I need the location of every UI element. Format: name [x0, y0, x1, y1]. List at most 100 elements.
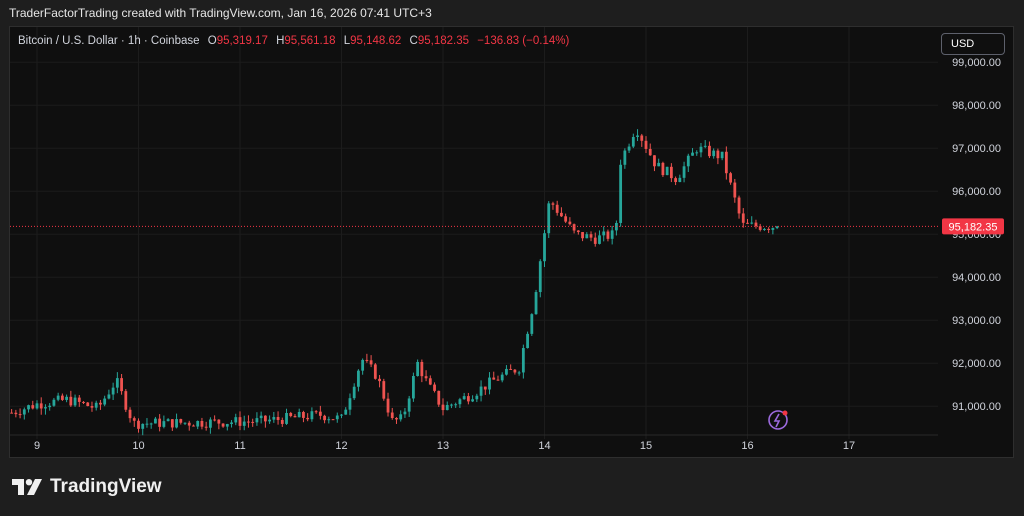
candle-body [724, 151, 728, 174]
candle-body [483, 386, 487, 390]
candle-body [289, 412, 293, 417]
candle-body [365, 359, 369, 361]
candle-body [568, 221, 572, 225]
candle-body [94, 402, 98, 408]
candle-body [14, 412, 18, 415]
candle-body [280, 419, 284, 424]
candle-body [733, 182, 737, 198]
candle-body [115, 378, 119, 388]
close-label: C [409, 35, 418, 47]
candle-body [403, 411, 407, 415]
candle-body [175, 419, 178, 428]
x-tick-label: 15 [640, 440, 652, 452]
candle-body [576, 230, 580, 233]
chart-frame[interactable]: 91,000.00 92,000.00 93,000.00 94,000.00 95,0… [9, 26, 1014, 458]
candle-body [162, 421, 166, 427]
candle-body [505, 368, 508, 375]
candle-body [154, 418, 157, 424]
candle-body [631, 137, 635, 147]
candle-body [335, 415, 339, 420]
candle-body [496, 379, 500, 381]
change-value: −136.83 (−0.14%) [477, 35, 570, 47]
y-tick-label: 94,000.00 [952, 272, 1001, 284]
candle-body [411, 376, 415, 399]
candle-body [395, 418, 398, 420]
candle-body [145, 423, 149, 425]
candle-body [653, 155, 656, 167]
candle-body [103, 398, 107, 405]
candle-body [285, 412, 288, 424]
candle-body [149, 423, 153, 425]
candle-body [382, 381, 386, 399]
candle-body [82, 401, 85, 403]
candle-body [538, 261, 542, 293]
candle-body [678, 177, 682, 183]
currency-button[interactable]: USD [941, 33, 1005, 55]
candle-body [564, 216, 568, 222]
candle-body [513, 369, 517, 373]
candle-body [221, 423, 225, 427]
candle-body [60, 395, 64, 400]
candle-body [373, 364, 377, 379]
candle-body [238, 417, 242, 426]
candle-body [39, 403, 43, 409]
candle-body [428, 378, 432, 385]
candle-body [445, 404, 449, 411]
y-tick-label: 96,000.00 [952, 186, 1001, 198]
candle-body [454, 404, 458, 406]
candle-body [741, 213, 745, 223]
y-tick-label: 99,000.00 [952, 57, 1001, 69]
candle-body [458, 399, 462, 405]
candle-body [331, 419, 335, 421]
candle-body [225, 424, 229, 427]
candle-body [623, 150, 627, 165]
candle-body [230, 422, 233, 425]
candle-body [712, 150, 716, 157]
candle-body [758, 226, 762, 230]
candle-body [720, 151, 724, 159]
candle-body [18, 414, 22, 416]
y-tick-label: 97,000.00 [952, 143, 1001, 155]
candle-body [420, 361, 424, 377]
candle-body [674, 178, 678, 183]
candle-body [170, 419, 174, 428]
x-tick-label: 13 [437, 440, 449, 452]
candle-body [619, 164, 623, 223]
high-label: H [276, 35, 285, 47]
candle-body [10, 412, 14, 414]
candle-body [665, 166, 669, 176]
candle-body [158, 418, 162, 427]
candle-body [208, 419, 212, 428]
candle-body [48, 405, 52, 408]
candle-body [73, 397, 77, 406]
candle-body [657, 162, 661, 167]
candle-body [699, 146, 703, 153]
candle-body [627, 146, 631, 151]
candle-body [166, 419, 170, 422]
candle-body [708, 145, 711, 157]
last-price-tag [942, 218, 1004, 235]
candle-body [348, 398, 352, 410]
candle-body [141, 423, 145, 429]
candle-body [390, 412, 394, 419]
candle-body [475, 395, 479, 400]
candle-body [547, 203, 551, 234]
candlestick-chart[interactable]: 91,000.0092,000.0093,000.0094,000.0095,0… [10, 27, 1013, 457]
candle-body [598, 235, 601, 244]
candle-body [242, 421, 246, 426]
candle-body [90, 406, 94, 408]
candle-body [196, 421, 200, 427]
candle-body [636, 135, 639, 138]
candle-body [399, 414, 403, 420]
candle-body [99, 402, 102, 405]
low-value: 95,148.62 [350, 35, 402, 47]
candle-body [530, 314, 534, 334]
x-tick-label: 10 [132, 440, 144, 452]
candle-body [771, 228, 775, 230]
candle-body [276, 417, 280, 420]
candle-body [179, 419, 183, 423]
candle-body [492, 377, 496, 380]
candle-body [526, 333, 529, 349]
candle-body [593, 237, 597, 244]
candle-body [272, 417, 276, 420]
